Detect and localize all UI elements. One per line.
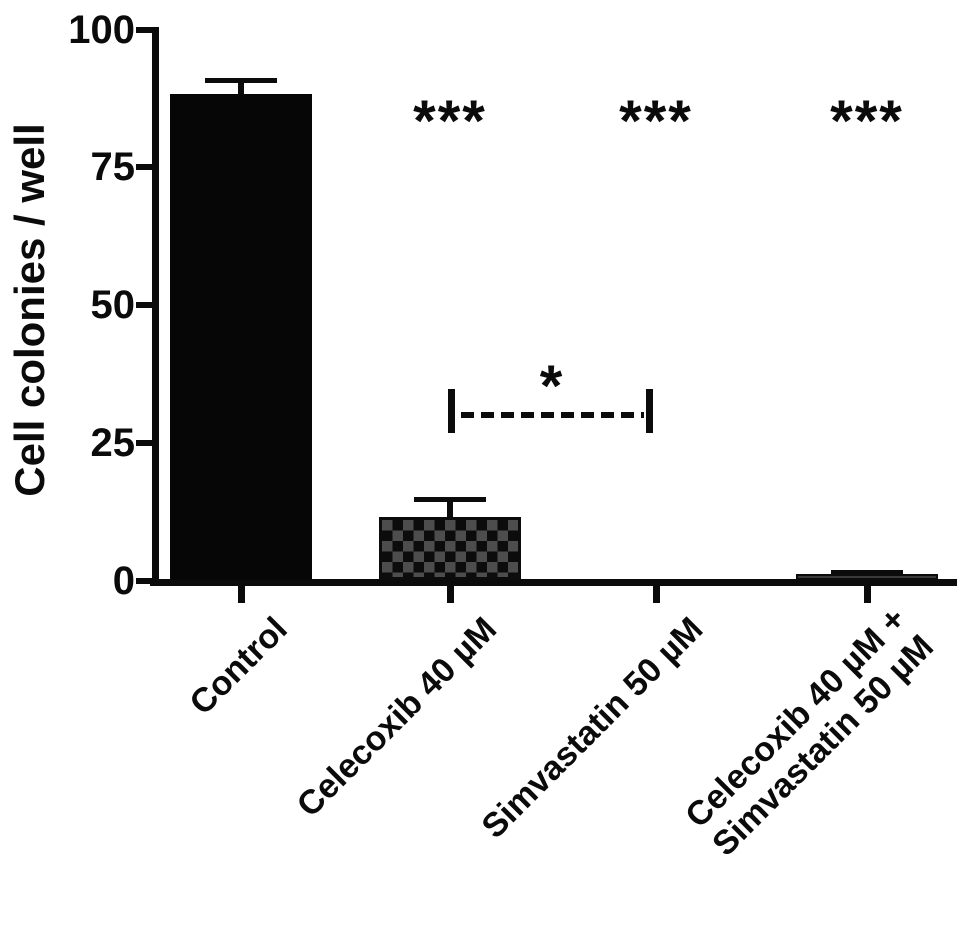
y-tick-label-0: 0 (112, 559, 135, 603)
error-bar-line (447, 501, 453, 519)
significance-stars: *** (619, 89, 693, 154)
y-tick-label-25: 25 (90, 421, 136, 465)
error-bar-cap (414, 497, 486, 502)
category-label-celecoxib: Celecoxib 40 µM (289, 610, 504, 825)
bar-control (170, 94, 312, 580)
bar-group-combination: *** (796, 28, 938, 580)
y-tick-label-75: 75 (90, 145, 136, 189)
y-tick-25 (136, 440, 153, 446)
category-label-combination: Celecoxib 40 µM + Simvastatin 50 µM (677, 600, 941, 864)
bar-celecoxib (379, 517, 521, 580)
y-tick-50 (136, 302, 153, 308)
y-tick-100 (136, 27, 153, 33)
y-tick-75 (136, 164, 153, 170)
comparison-bracket-left-cap (448, 389, 455, 433)
x-tick-simvastatin (653, 586, 660, 603)
error-bar-line (238, 82, 244, 96)
comparison-bracket-dashed-line (461, 412, 644, 418)
bar-combination (796, 574, 938, 580)
significance-stars: *** (413, 89, 487, 154)
x-tick-combination (864, 586, 871, 603)
x-axis-line (150, 579, 957, 586)
error-bar-cap (205, 78, 277, 83)
bar-group-simvastatin: *** (585, 28, 727, 580)
significance-stars: *** (830, 89, 904, 154)
y-axis-line (152, 27, 159, 585)
y-tick-label-100: 100 (68, 8, 135, 52)
x-tick-control (238, 586, 245, 603)
comparison-significance-star: * (539, 354, 563, 419)
comparison-bracket-right-cap (646, 389, 653, 433)
error-bar-cap (831, 570, 903, 575)
category-label-control: Control (182, 610, 295, 723)
bar-group-celecoxib: *** (379, 28, 521, 580)
y-tick-0 (136, 578, 153, 584)
bar-group-control (170, 28, 312, 580)
category-label-simvastatin: Simvastatin 50 µM (474, 610, 710, 846)
y-tick-label-50: 50 (90, 283, 136, 327)
x-tick-celecoxib (447, 586, 454, 603)
